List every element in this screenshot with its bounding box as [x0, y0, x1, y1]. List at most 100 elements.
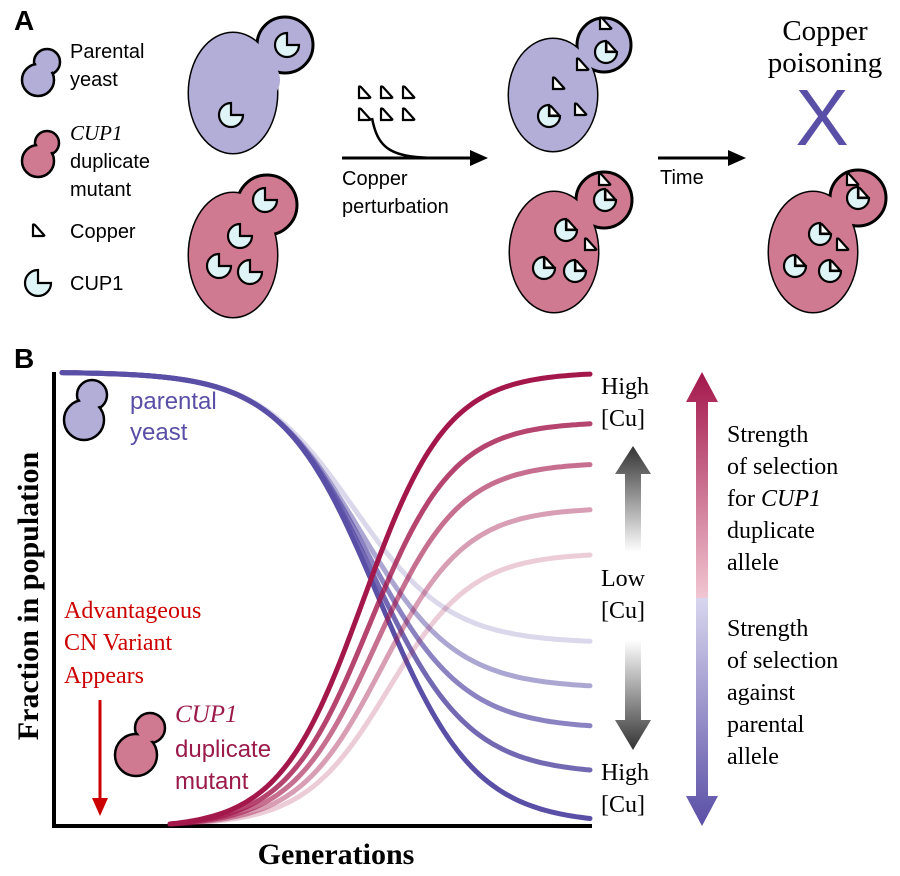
parental-cell-after	[507, 16, 633, 153]
high-cu-bottom-label-1: High	[601, 760, 649, 786]
cup1-icon	[536, 103, 562, 129]
chart-mutant-label-2: duplicate	[175, 736, 271, 763]
copper-icon	[598, 16, 613, 31]
population-curves	[59, 370, 593, 827]
chart-mutant-label-3: mutant	[175, 768, 249, 795]
legend-copper-icon	[31, 223, 46, 238]
low-cu-label-2: [Cu]	[601, 598, 645, 624]
copper-icon	[548, 104, 561, 117]
cup1-icon	[205, 252, 233, 280]
low-cu-label-1: Low	[601, 566, 646, 592]
cup1-icon	[226, 222, 254, 250]
time-arrowhead	[728, 150, 746, 166]
copper-icon	[379, 107, 394, 122]
legend-cup1-icon	[23, 268, 53, 298]
perturbation-arrowhead	[470, 150, 488, 166]
copper-icon	[597, 172, 612, 187]
copper-icon	[379, 85, 394, 100]
mutant-curve	[167, 421, 593, 827]
advantage-label-3: Appears	[64, 663, 144, 689]
copper-icon	[401, 107, 416, 122]
sel-for-label-5: duplicate	[727, 518, 815, 544]
copper-icon	[583, 237, 598, 252]
advantage-label-1: Advantageous	[64, 598, 201, 624]
mutant-curve	[167, 371, 593, 827]
sel-for-label-6: allele	[727, 550, 779, 576]
chart-mutant-label-1: CUP1	[175, 701, 238, 728]
arrow1-label-2: perturbation	[342, 196, 449, 218]
mutant-curve	[167, 552, 593, 827]
parental-curve	[59, 370, 593, 821]
mutant-curve	[167, 507, 593, 827]
arrow2-label: Time	[660, 167, 704, 189]
chart-mutant-yeast-icon	[113, 711, 167, 778]
legend-copper-label: Copper	[70, 221, 136, 243]
advantage-arrowhead	[92, 798, 108, 816]
high-cu-top-label-1: High	[601, 374, 649, 400]
sel-for-label-3: for	[727, 486, 755, 512]
chart-parental-label-2: yeast	[130, 419, 188, 446]
legend-parental-label-1: Parental	[70, 41, 145, 63]
poisoning-label-1: Copper	[782, 15, 868, 47]
copper-icon	[574, 259, 587, 272]
cup1-icon	[236, 258, 264, 286]
gray-down-arrow	[615, 640, 651, 750]
high-cu-top-label-2: [Cu]	[601, 406, 645, 432]
copper-icon	[794, 254, 807, 267]
arrow1-label-1: Copper	[342, 168, 408, 190]
x-axis-label: Generations	[258, 838, 415, 871]
mutant-cell-after	[508, 170, 634, 314]
copper-curve	[370, 117, 441, 160]
cup1-icon	[23, 268, 53, 298]
sel-against-label-4: parental	[727, 712, 805, 738]
copper-icon	[605, 40, 618, 53]
copper-icon	[565, 218, 578, 231]
sel-against-label-2: of selection	[727, 648, 838, 674]
cup1-icon	[217, 101, 245, 129]
copper-icon	[357, 107, 372, 122]
cup1-icon	[845, 185, 871, 211]
cup1-icon	[251, 186, 279, 214]
cup1-icon	[807, 221, 833, 247]
cup1-icon	[273, 31, 301, 59]
copper-icon	[575, 57, 590, 72]
cup1-icon	[817, 258, 843, 284]
copper-icon	[845, 172, 860, 187]
chart-parental-yeast-icon	[62, 378, 109, 442]
y-axis-label: Fraction in population	[12, 451, 45, 740]
selection-strength-arrow	[686, 372, 718, 826]
cup1-icon	[531, 255, 557, 281]
panel-b-label: B	[14, 343, 34, 374]
legend-mutant-yeast-icon	[20, 129, 61, 179]
sel-against-label-1: Strength	[727, 616, 808, 642]
legend-parental-yeast-icon	[20, 47, 62, 98]
copper-icon	[551, 76, 566, 91]
legend-mutant-label-1: CUP1	[70, 121, 123, 145]
sel-against-label-3: against	[727, 680, 795, 706]
copper-icon	[357, 85, 372, 100]
copper-icon	[573, 102, 588, 117]
cup1-icon	[562, 258, 588, 284]
copper-icon	[543, 256, 556, 269]
cup1-icon	[553, 217, 579, 243]
cup1-icon	[593, 39, 619, 65]
poisoning-x-mark: X	[795, 73, 848, 162]
gray-up-arrow	[615, 446, 651, 552]
copper-icon	[835, 237, 850, 252]
sel-for-label-3-line: for CUP1	[727, 486, 821, 512]
copper-icon	[401, 85, 416, 100]
cup1-icon	[782, 253, 808, 279]
legend-mutant-label-3: mutant	[70, 179, 132, 201]
advantage-label-2: CN Variant	[64, 630, 173, 656]
legend-mutant-label-2: duplicate	[70, 151, 150, 173]
mutant-curve	[167, 462, 593, 827]
cell-contents	[205, 16, 871, 286]
copper-perturbation-icons	[357, 85, 416, 122]
legend-parental-label-2: yeast	[70, 69, 118, 91]
chart-parental-label-1: parental	[130, 388, 217, 415]
legend-cup1-label: CUP1	[70, 273, 123, 295]
sel-for-label-1: Strength	[727, 422, 808, 448]
copper-icon	[829, 259, 842, 272]
